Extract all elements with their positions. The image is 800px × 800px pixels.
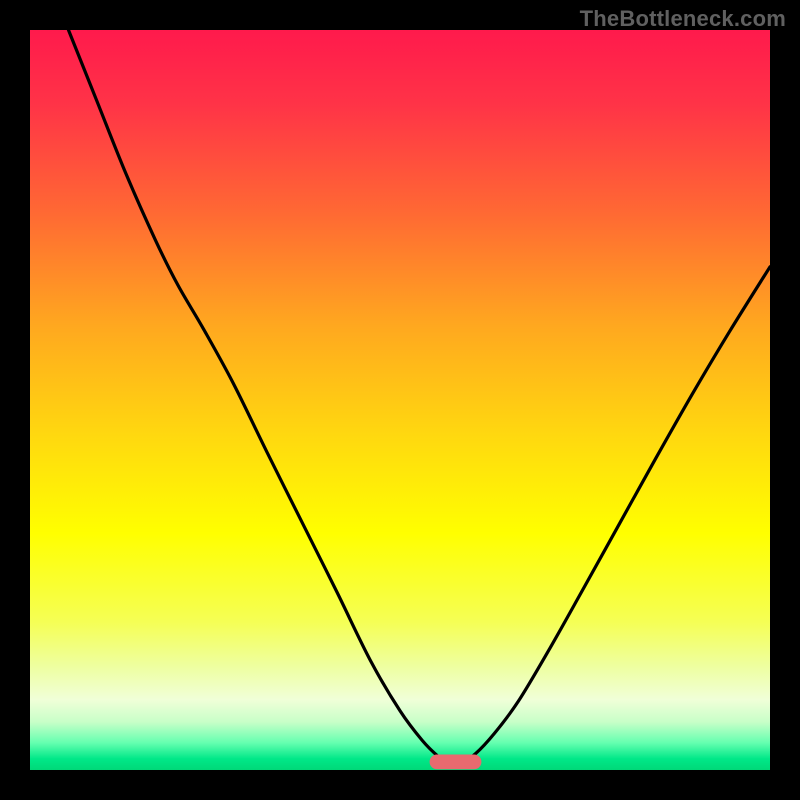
gradient-background	[30, 30, 770, 770]
minimum-badge	[430, 754, 482, 769]
bottleneck-chart	[0, 0, 800, 800]
watermark-text: TheBottleneck.com	[580, 6, 786, 32]
chart-frame: { "watermark": { "text": "TheBottleneck.…	[0, 0, 800, 800]
